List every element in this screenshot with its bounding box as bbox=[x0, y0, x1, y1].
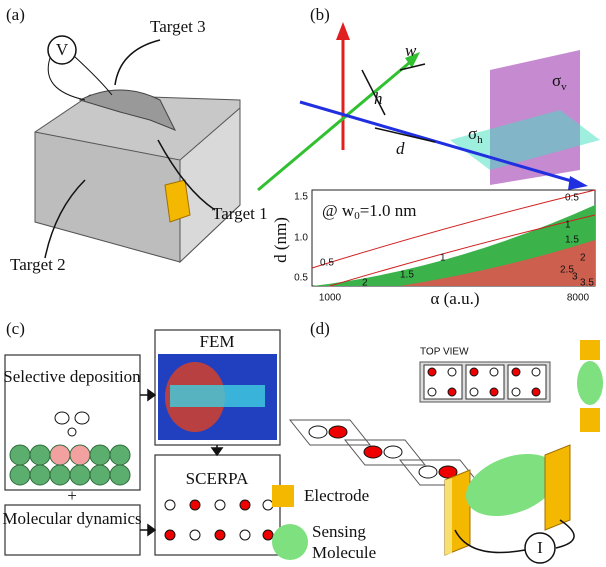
arrow-head bbox=[568, 176, 588, 190]
atoms bbox=[9, 444, 131, 486]
contour-label: 1 bbox=[565, 220, 571, 231]
electrode bbox=[544, 444, 571, 531]
contour bbox=[311, 189, 596, 269]
d-arrow bbox=[374, 127, 436, 143]
molecule bbox=[54, 411, 90, 437]
contour-label: 1.5 bbox=[400, 270, 414, 281]
panel-label: (a) bbox=[6, 5, 25, 24]
ammeter bbox=[524, 532, 556, 564]
panel-c: (c) Selective deposition + Molecular dyn… bbox=[2, 319, 281, 556]
legend-text: Molecule bbox=[312, 543, 376, 562]
block-side bbox=[179, 106, 241, 264]
y-axis-label: d (nm) bbox=[271, 217, 290, 263]
molecule-icon bbox=[577, 361, 603, 405]
h-arrow bbox=[361, 69, 386, 116]
wires bbox=[47, 55, 113, 101]
top-view-label: TOP VIEW bbox=[420, 347, 469, 358]
w-arrow bbox=[399, 63, 426, 71]
electrode-edge bbox=[445, 478, 452, 555]
h-label: h bbox=[374, 89, 383, 108]
box-text: Selective deposition bbox=[3, 367, 141, 386]
contour-label: 1 bbox=[440, 253, 446, 264]
flow-arrows bbox=[140, 388, 224, 537]
contour-label: 0.5 bbox=[320, 258, 334, 269]
axis-y bbox=[257, 56, 416, 192]
legend-electrode bbox=[272, 485, 294, 507]
contour-label: 2 bbox=[580, 253, 586, 264]
crack bbox=[78, 89, 177, 131]
panel-b: (b) w h d σv σh 0.5 0.5 1 1 1.5 1.5 2 2 … bbox=[257, 5, 600, 308]
plot-annotation: @ w0=1.0 nm bbox=[322, 201, 417, 222]
target-label: Target 3 bbox=[150, 17, 206, 36]
box-text: Molecular dynamics bbox=[2, 509, 141, 528]
red-region bbox=[400, 240, 595, 286]
y-tick-label: 1.0 bbox=[294, 233, 308, 244]
contour-label: 3 bbox=[572, 272, 578, 283]
arrow-t3 bbox=[114, 39, 161, 86]
arrow-t2 bbox=[44, 179, 86, 259]
contour-label: 3.5 bbox=[580, 278, 594, 289]
circuit-wire bbox=[454, 519, 575, 554]
panel-d: (d) TOP VIEW I Electrode Sensing bbox=[272, 319, 603, 564]
contour-label: 0.5 bbox=[565, 193, 579, 204]
target-label: Target 1 bbox=[212, 204, 268, 223]
target-label: Target 2 bbox=[10, 255, 66, 274]
box-text: FEM bbox=[200, 332, 235, 351]
electrode-icon bbox=[580, 408, 600, 432]
contour bbox=[329, 214, 596, 287]
ammeter-label: I bbox=[537, 538, 543, 557]
y-tick-label: 1.5 bbox=[294, 192, 308, 203]
arrow-head bbox=[336, 22, 350, 40]
box-text: SCERPA bbox=[186, 469, 249, 488]
sigma-v: σv bbox=[552, 71, 567, 93]
arrow-t1 bbox=[157, 139, 216, 211]
panel-label: (b) bbox=[310, 5, 330, 24]
contour-label: 1.5 bbox=[565, 235, 579, 246]
voltmeter bbox=[47, 35, 77, 65]
d-label: d bbox=[396, 139, 405, 158]
panel-label: (d) bbox=[310, 319, 330, 338]
top-view bbox=[419, 361, 551, 403]
legend-molecule bbox=[272, 524, 308, 560]
electrode-icon bbox=[580, 340, 600, 360]
x-tick-label: 1000 bbox=[319, 293, 342, 304]
legend-text: Electrode bbox=[304, 486, 369, 505]
cell-dots bbox=[308, 425, 458, 479]
x-tick-label: 8000 bbox=[567, 293, 590, 304]
sensing-molecule bbox=[465, 453, 559, 517]
scerpa-cells bbox=[164, 499, 274, 541]
axis-x bbox=[299, 100, 576, 184]
voltmeter-label: V bbox=[56, 40, 69, 59]
contour-label: 2.5 bbox=[560, 265, 574, 276]
sigma-h: σh bbox=[468, 124, 483, 146]
y-tick-label: 0.5 bbox=[294, 273, 308, 284]
arrow-head bbox=[405, 52, 420, 68]
box bbox=[4, 504, 141, 556]
legend-text: Sensing bbox=[312, 522, 366, 541]
x-axis-label: α (a.u.) bbox=[430, 289, 479, 308]
gold-electrode bbox=[164, 179, 191, 223]
fem-molecule bbox=[170, 385, 265, 407]
panel-label: (c) bbox=[6, 319, 25, 338]
plus: + bbox=[67, 486, 77, 505]
w-label: w bbox=[405, 41, 417, 60]
contour-label: 2 bbox=[362, 278, 368, 289]
panel-a: (a) V Target 3 Target 1 Target 2 bbox=[6, 5, 268, 274]
